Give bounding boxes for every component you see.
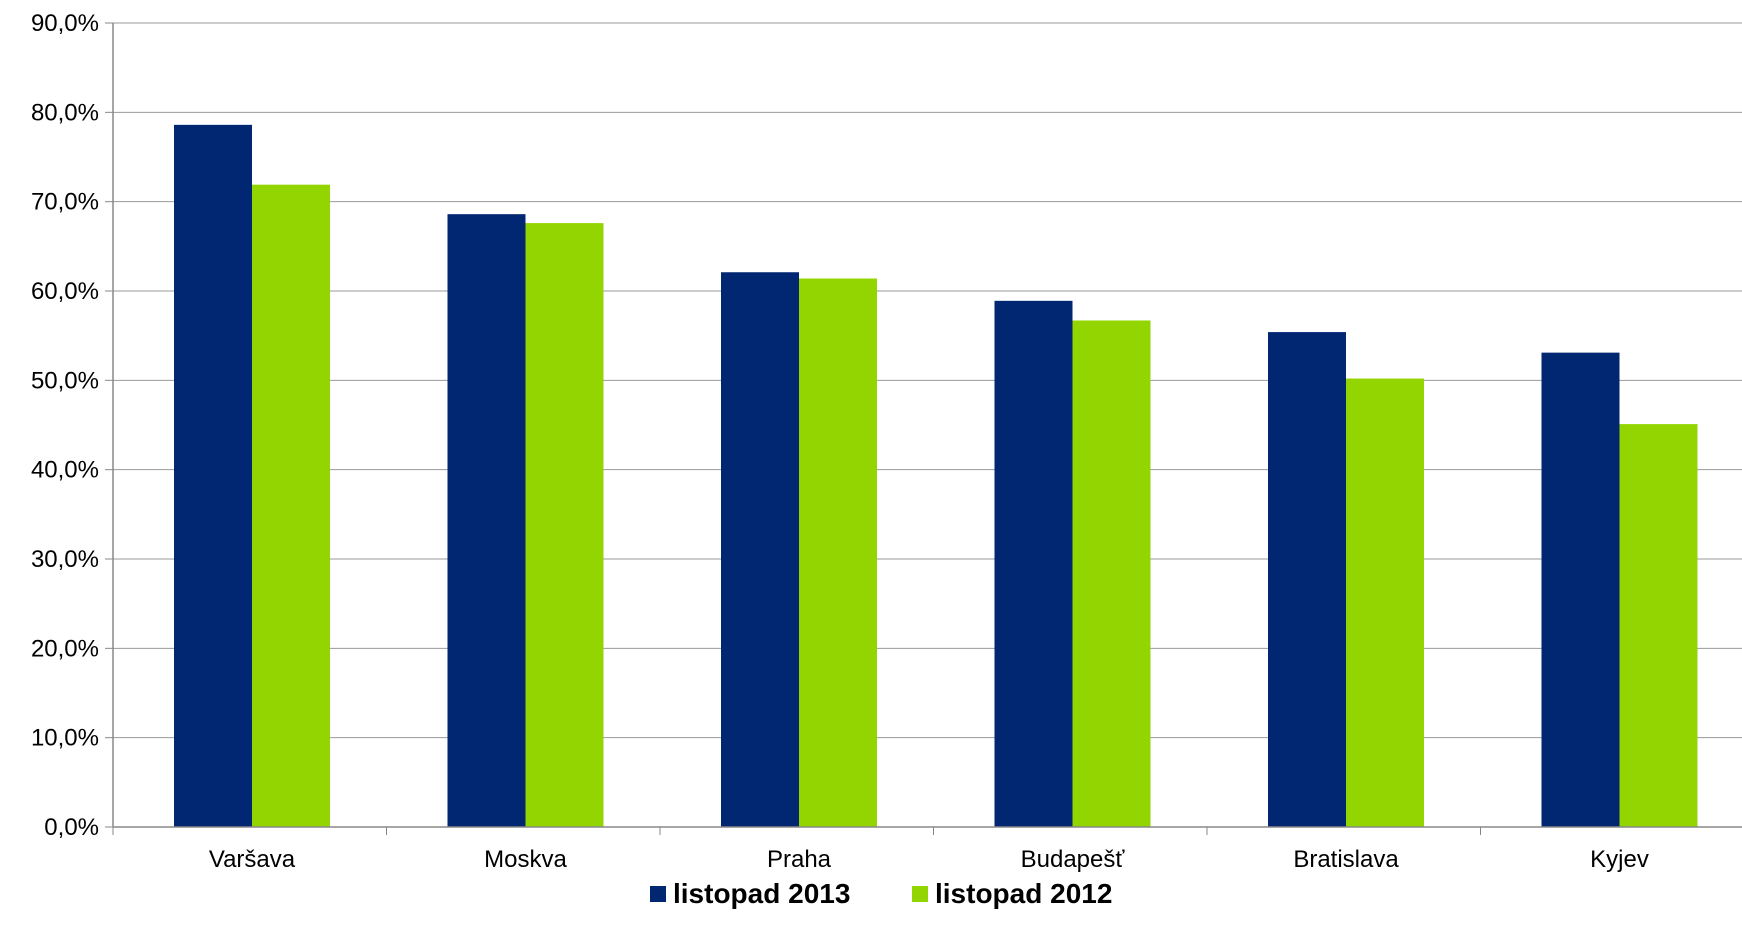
y-tick-label: 20,0% (31, 635, 99, 662)
y-tick-label: 0,0% (44, 814, 99, 841)
y-tick-label: 50,0% (31, 367, 99, 394)
bars (174, 124, 1698, 828)
gridlines (113, 22, 1742, 739)
bar-listopad-2013 (1268, 332, 1346, 827)
legend-swatch (650, 886, 666, 902)
bar-listopad-2012 (1619, 424, 1698, 827)
y-tick-label: 70,0% (31, 189, 99, 216)
bar-listopad-2012 (799, 278, 877, 827)
y-tick-label: 10,0% (31, 725, 99, 752)
bar-listopad-2012 (1072, 320, 1151, 827)
y-tick-label: 40,0% (31, 457, 99, 484)
x-category-label: Moskva (484, 846, 567, 873)
x-category-label: Varšava (209, 846, 296, 873)
bar-listopad-2012 (1346, 378, 1424, 827)
legend-label: listopad 2013 (673, 878, 850, 909)
y-tick-label: 60,0% (31, 278, 99, 305)
legend: listopad 2013 listopad 2012 (650, 878, 1112, 909)
y-tick-label: 30,0% (31, 546, 99, 573)
x-category-label: Kyjev (1590, 846, 1649, 873)
x-category-label: Bratislava (1293, 846, 1399, 873)
bar-listopad-2012 (525, 223, 604, 827)
bar-listopad-2013 (1541, 352, 1620, 827)
axes (112, 23, 1742, 835)
bar-listopad-2012 (252, 184, 330, 827)
legend-swatch (912, 886, 928, 902)
x-category-label: Budapešť (1021, 846, 1126, 873)
legend-label: listopad 2012 (935, 878, 1112, 909)
bar-listopad-2013 (447, 214, 526, 827)
y-tick-label: 80,0% (31, 99, 99, 126)
y-tick-label: 90,0% (31, 10, 99, 37)
bar-listopad-2013 (721, 272, 799, 827)
bar-listopad-2013 (994, 300, 1073, 827)
x-axis-labels: Varšava Moskva Praha Budapešť Bratislava Kyje… (209, 846, 1649, 873)
x-category-label: Praha (767, 846, 832, 873)
bar-listopad-2013 (174, 124, 252, 828)
y-axis-ticks: 0,0% 10,0% 20,0% 30,0% 40,0% 50,0% 60,0% 70,0% 8… (31, 10, 113, 841)
